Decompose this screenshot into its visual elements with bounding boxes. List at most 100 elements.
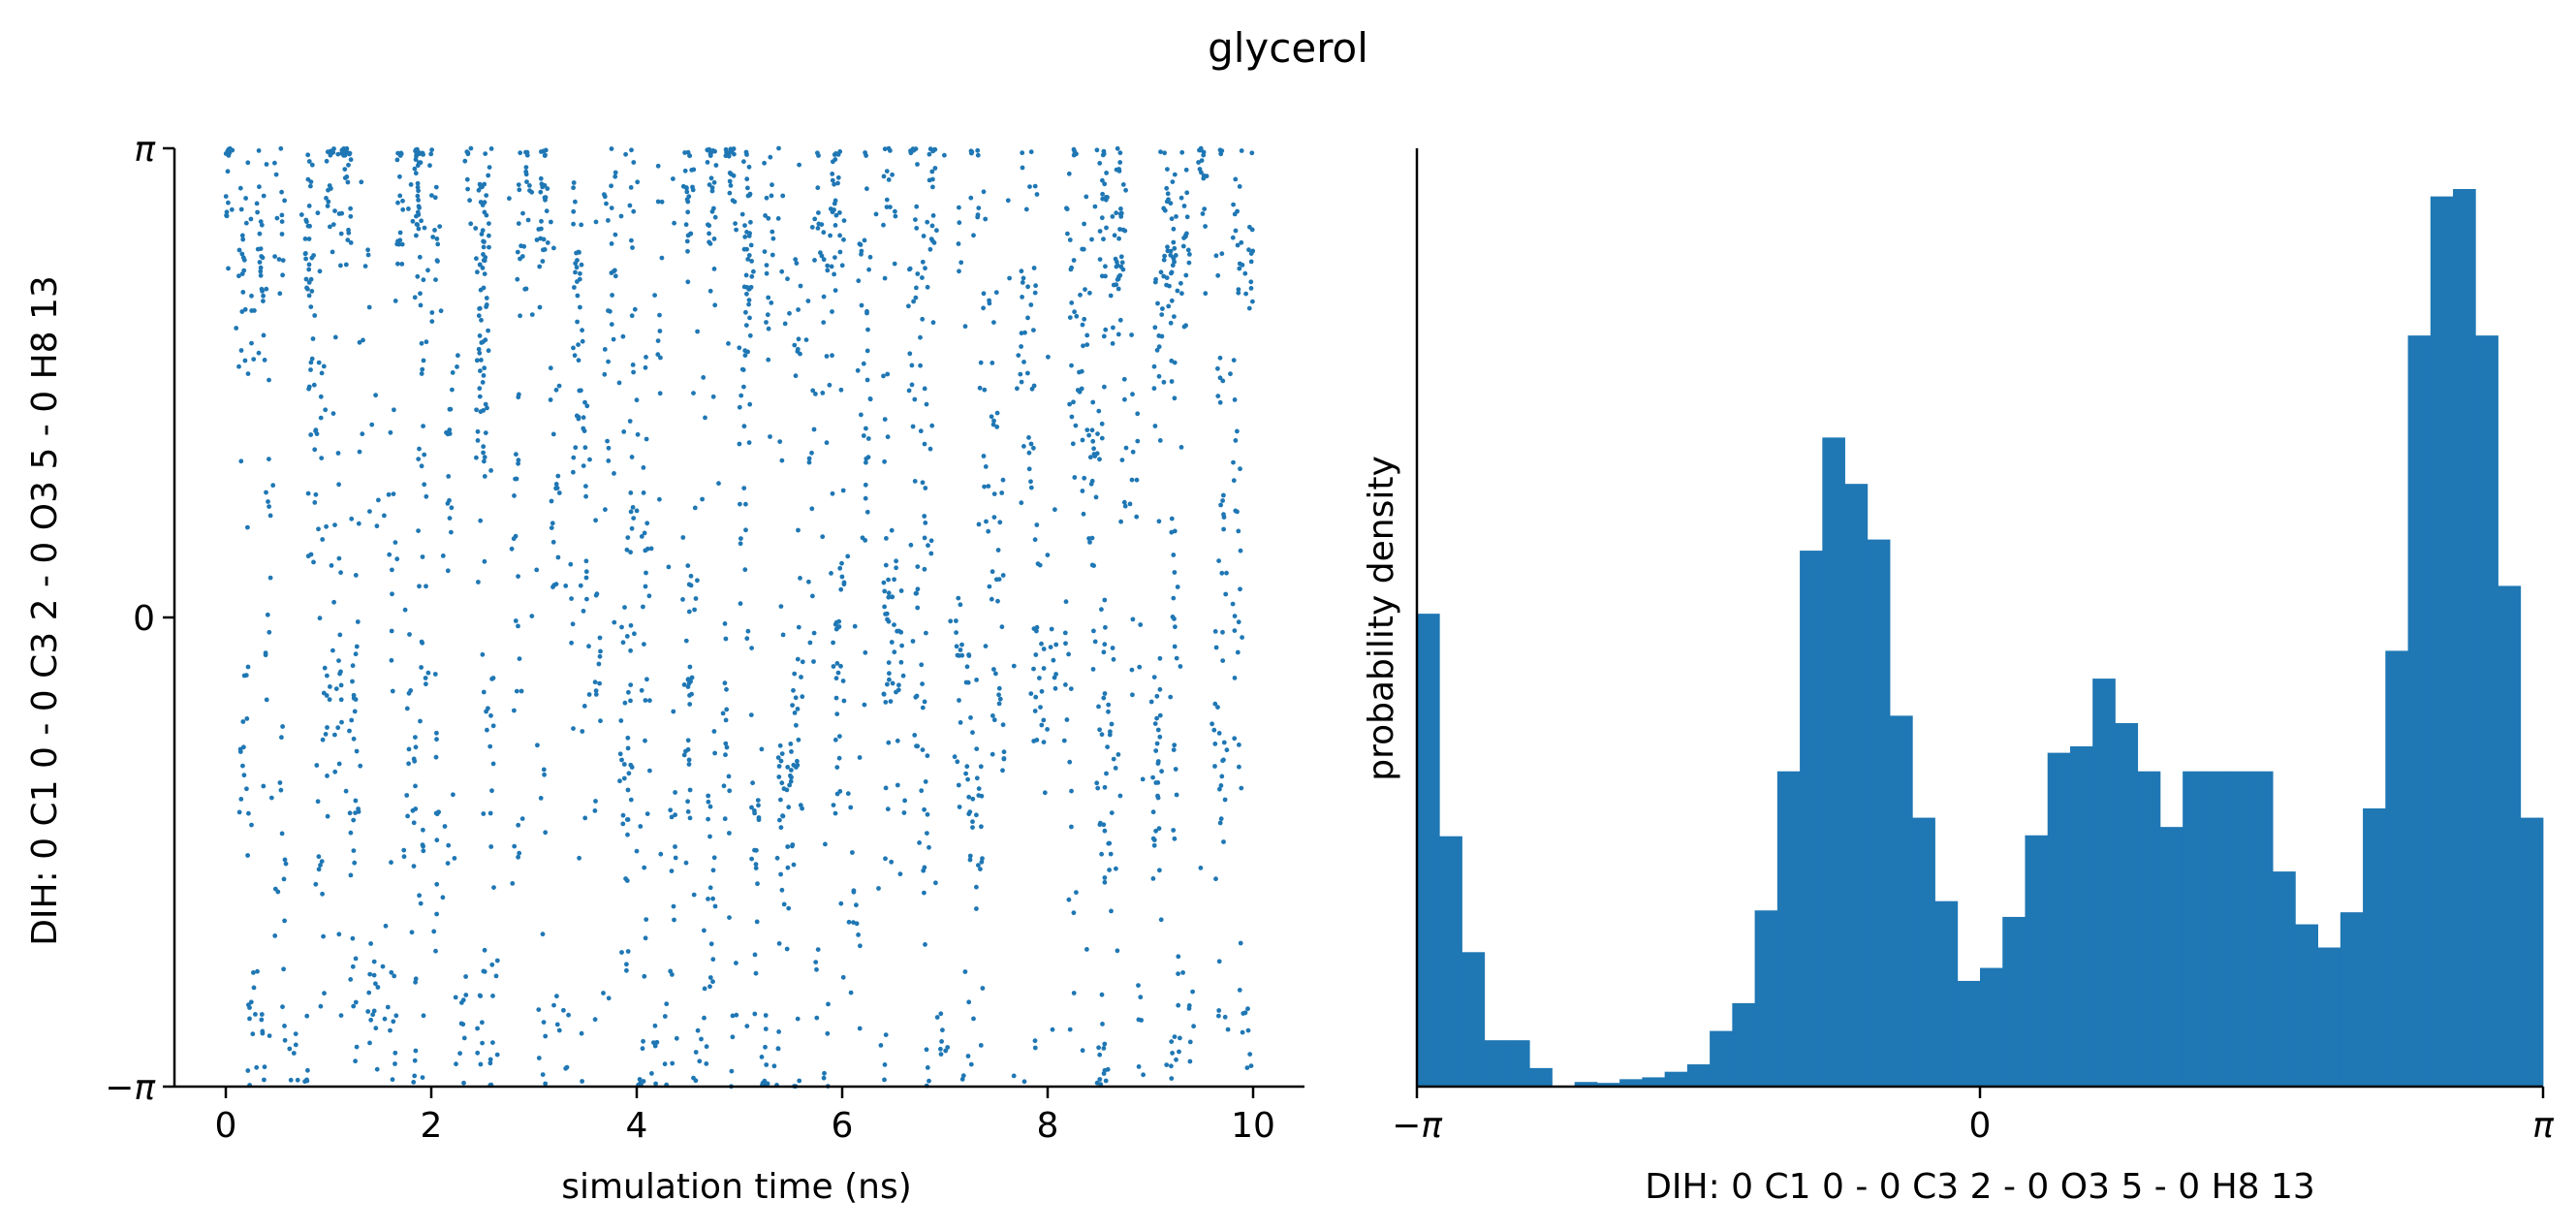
scatter-point <box>1053 672 1058 677</box>
scatter-point <box>1137 664 1143 670</box>
scatter-point <box>370 1012 376 1018</box>
scatter-point <box>524 179 529 185</box>
scatter-point <box>851 920 856 925</box>
scatter-point <box>1179 149 1185 155</box>
scatter-point <box>827 382 832 388</box>
scatter-point <box>424 584 428 589</box>
scatter-point <box>914 743 919 749</box>
scatter-point <box>762 160 767 166</box>
scatter-point <box>907 267 912 272</box>
scatter-point <box>749 259 754 264</box>
scatter-point <box>338 1013 344 1018</box>
scatter-point <box>348 977 354 982</box>
scatter-point <box>967 857 973 863</box>
scatter-point <box>576 249 581 255</box>
scatter-point <box>416 204 422 209</box>
scatter-point <box>780 193 786 199</box>
scatter-point <box>421 848 426 854</box>
scatter-point <box>622 605 627 610</box>
scatter-point <box>1153 748 1159 753</box>
scatter-point <box>1237 184 1242 189</box>
scatter-point <box>810 593 815 599</box>
scatter-point <box>883 856 888 862</box>
scatter-point <box>1157 712 1163 718</box>
scatter-point <box>965 679 971 685</box>
scatter-point <box>327 183 332 188</box>
scatter-point <box>360 431 365 437</box>
scatter-point <box>975 147 981 153</box>
scatter-point <box>1175 584 1180 589</box>
scatter-point <box>887 677 892 682</box>
scatter-point <box>981 189 987 195</box>
scatter-point <box>1032 1038 1038 1044</box>
scatter-point <box>809 225 815 230</box>
scatter-point <box>1109 721 1115 727</box>
scatter-point <box>428 151 434 157</box>
scatter-point <box>741 159 746 165</box>
scatter-point <box>393 540 398 545</box>
scatter-point <box>251 970 256 975</box>
scatter-point <box>689 675 695 680</box>
scatter-point <box>878 1043 884 1048</box>
scatter-point <box>1102 691 1108 696</box>
scatter-point <box>779 780 785 786</box>
scatter-point <box>627 203 633 208</box>
scatter-point <box>1168 694 1174 700</box>
scatter-point <box>399 241 405 247</box>
scatter-point <box>458 1021 464 1027</box>
scatter-point <box>943 1048 949 1054</box>
scatter-point <box>1108 851 1114 857</box>
scatter-point <box>1061 738 1067 743</box>
scatter-point <box>932 146 938 152</box>
scatter-point <box>332 769 338 774</box>
scatter-point <box>1092 204 1098 209</box>
scatter-point <box>280 1004 285 1010</box>
scatter-point <box>457 1051 462 1057</box>
scatter-point <box>543 1081 549 1087</box>
scatter-point <box>571 185 576 191</box>
scatter-point <box>1130 449 1136 455</box>
scatter-point <box>1081 246 1086 252</box>
scatter-point <box>798 576 802 581</box>
scatter-point <box>245 664 251 670</box>
scatter-point <box>832 255 837 260</box>
scatter-point <box>832 737 838 742</box>
scatter-point <box>415 146 420 152</box>
scatter-point <box>287 1046 293 1052</box>
scatter-point <box>420 150 425 156</box>
scatter-point <box>647 768 652 774</box>
scatter-point <box>331 599 336 605</box>
scatter-point <box>932 166 938 171</box>
scatter-point <box>241 744 246 750</box>
scatter-point <box>685 738 691 743</box>
scatter-point <box>584 403 590 409</box>
scatter-point <box>734 1012 739 1018</box>
scatter-point <box>1248 1063 1254 1068</box>
scatter-point <box>389 628 394 634</box>
scatter-point <box>474 407 479 413</box>
scatter-point <box>1102 879 1108 885</box>
scatter-point <box>1091 628 1096 634</box>
scatter-point <box>882 417 888 422</box>
scatter-point <box>540 184 546 190</box>
scatter-point <box>777 742 783 748</box>
scatter-point <box>994 425 1000 429</box>
scatter-point <box>684 189 690 195</box>
scatter-point <box>420 1075 425 1080</box>
scatter-point <box>1011 663 1017 669</box>
scatter-point <box>1209 721 1214 727</box>
scatter-point <box>321 933 326 939</box>
scatter-point <box>412 758 418 764</box>
scatter-point <box>1235 428 1240 434</box>
scatter-point <box>1115 286 1121 292</box>
scatter-point <box>1072 149 1078 154</box>
scatter-point <box>335 451 341 456</box>
scatter-point <box>925 753 930 759</box>
scatter-point <box>435 241 441 247</box>
scatter-point <box>465 151 471 157</box>
scatter-point <box>964 664 970 670</box>
scatter-point <box>303 251 308 256</box>
scatter-point <box>641 1079 646 1084</box>
scatter-point <box>619 624 624 630</box>
scatter-point <box>293 1031 298 1036</box>
